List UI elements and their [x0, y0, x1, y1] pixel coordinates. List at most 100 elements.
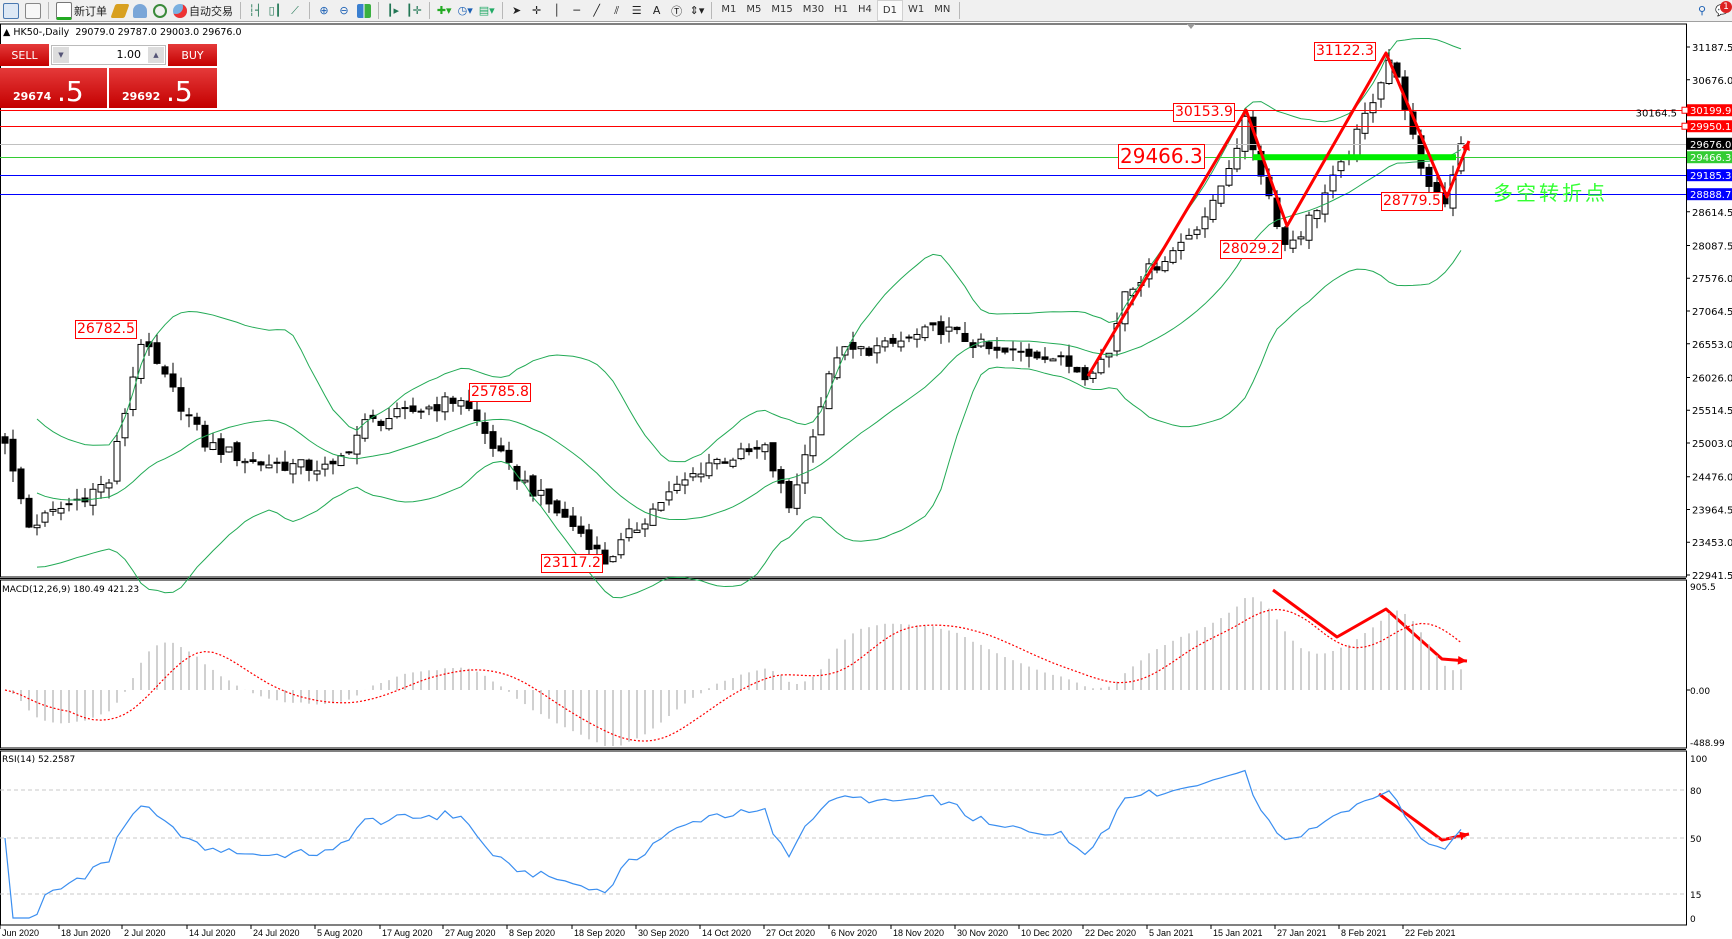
bull-candle-body [873, 345, 881, 354]
trendline-button[interactable]: ╱ [587, 1, 607, 20]
timeframe-h4[interactable]: H4 [858, 4, 872, 15]
bull-candle-body [353, 434, 361, 455]
bull-candle-body [1297, 236, 1305, 240]
timeframe-m15[interactable]: M15 [771, 4, 793, 15]
text-label-button[interactable]: Ⓣ [667, 1, 687, 20]
candle [481, 412, 489, 445]
bear-candle-body [753, 446, 761, 450]
date-axis-label: 14 Oct 2020 [702, 928, 751, 938]
bull-candle-body [401, 407, 409, 410]
bar-chart-button[interactable]: ┆┤ [245, 1, 265, 20]
new-chart-button[interactable] [0, 1, 22, 20]
bear-candle-body [161, 366, 169, 375]
gold-bar-icon [110, 3, 130, 18]
notifications-button[interactable]: 💬1 [1712, 1, 1732, 20]
candle [17, 466, 25, 505]
bull-candle-body [289, 463, 297, 475]
bear-candle-body [17, 468, 25, 500]
candle [1033, 350, 1041, 360]
bull-candle-body [337, 455, 345, 467]
signals-button[interactable] [150, 1, 170, 20]
date-axis-label: 18 Sep 2020 [574, 928, 625, 938]
zoom-in-icon: ⊕ [319, 4, 329, 17]
arrows-button[interactable]: ⇕▾ [687, 1, 708, 20]
candle [161, 364, 169, 378]
candle [209, 432, 217, 451]
candle [985, 340, 993, 355]
timeframe-m5[interactable]: M5 [746, 4, 762, 15]
price-axis-label: 23453.0 [1692, 538, 1732, 549]
candle [505, 441, 513, 470]
zoom-window-button[interactable] [22, 1, 44, 20]
price-annotation[interactable]: 28779.5 [1381, 192, 1443, 211]
candle [281, 450, 289, 472]
turning-point-label[interactable]: 多空转折点 [1493, 181, 1608, 205]
line-chart-button[interactable]: ⟋ [285, 1, 305, 20]
bull-candle-body [1185, 234, 1193, 240]
templates-button[interactable]: ▤▾ [476, 1, 498, 20]
lot-size-stepper[interactable]: ▼ 1.00 ▲ [51, 45, 166, 65]
price-annotation[interactable]: 31122.3 [1314, 42, 1376, 61]
price-annotation[interactable]: 29466.3 [1118, 144, 1205, 169]
timeframe-w1[interactable]: W1 [907, 4, 925, 15]
price-axis-label: 30164.5 [1636, 109, 1677, 120]
timeframe-h1[interactable]: H1 [834, 4, 848, 15]
timeframe-d1[interactable]: D1 [876, 0, 903, 21]
price-annotation[interactable]: 30153.9 [1173, 103, 1235, 122]
zoom-in-button[interactable]: ⊕ [314, 1, 334, 20]
buy-price-button[interactable]: 29692 .5 [109, 68, 217, 108]
buy-button[interactable]: BUY [168, 44, 217, 66]
bear-candle-body [577, 525, 585, 534]
timeframe-m30[interactable]: M30 [802, 4, 825, 15]
search-button[interactable]: ⚲ [1692, 1, 1712, 20]
rsi-axis-label: 50 [1690, 835, 1702, 845]
text-button[interactable]: A [647, 1, 667, 20]
horizontal-line-button[interactable]: ─ [567, 1, 587, 20]
bear-candle-body [1041, 356, 1049, 360]
candle [697, 462, 705, 483]
lot-size-input[interactable]: 1.00 [116, 48, 142, 61]
vertical-line-button[interactable]: │ [547, 1, 567, 20]
candlestick-button[interactable]: ▯┃ [265, 1, 285, 20]
auto-trading-button[interactable]: 自动交易 [170, 1, 236, 20]
fibonacci-button[interactable]: ☰ [627, 1, 647, 20]
candle [217, 433, 225, 463]
price-annotation[interactable]: 23117.2 [541, 554, 603, 573]
text-label-icon: Ⓣ [671, 4, 683, 18]
buy-price-pips: .5 [166, 75, 193, 108]
separator [428, 2, 430, 19]
bear-candle-body [473, 409, 481, 422]
navigator-button[interactable] [130, 1, 150, 20]
price-annotation[interactable]: 25785.8 [469, 383, 531, 402]
bear-candle-body [593, 544, 601, 550]
market-watch-button[interactable] [110, 1, 130, 20]
candle [121, 408, 129, 447]
indicators-button[interactable]: ✚▾ [434, 1, 455, 20]
tile-windows-button[interactable] [354, 1, 374, 20]
chart-shift-button[interactable]: ┃✛ [403, 1, 425, 20]
price-annotation[interactable]: 28029.2 [1220, 240, 1282, 259]
decrease-lot-button[interactable]: ▼ [53, 47, 69, 63]
sell-price-button[interactable]: 29674 .5 [0, 68, 107, 108]
auto-scroll-button[interactable]: ┃▸ [383, 1, 403, 20]
sell-button[interactable]: SELL [0, 44, 49, 66]
increase-lot-button[interactable]: ▲ [148, 47, 164, 63]
new-order-button[interactable]: 新订单 [53, 1, 110, 20]
bull-candle-body [121, 412, 129, 439]
magnifier-doc-icon [25, 2, 41, 19]
cursor-button[interactable]: ➤ [507, 1, 527, 20]
bull-candle-body [801, 454, 809, 484]
timeframe-mn[interactable]: MN [934, 4, 951, 15]
bear-candle-body [497, 445, 505, 452]
periods-button[interactable]: ◷▾ [455, 1, 476, 20]
zoom-out-button[interactable]: ⊖ [334, 1, 354, 20]
chart-shift-marker-icon [1187, 24, 1195, 29]
candle [641, 518, 649, 537]
date-axis-label: 18 Jun 2020 [61, 928, 111, 938]
price-annotation[interactable]: 26782.5 [75, 320, 137, 339]
crosshair-button[interactable]: ✛ [527, 1, 547, 20]
channel-button[interactable]: ⫽ [607, 1, 627, 20]
timeframe-m1[interactable]: M1 [721, 4, 737, 15]
candle [1025, 343, 1033, 368]
